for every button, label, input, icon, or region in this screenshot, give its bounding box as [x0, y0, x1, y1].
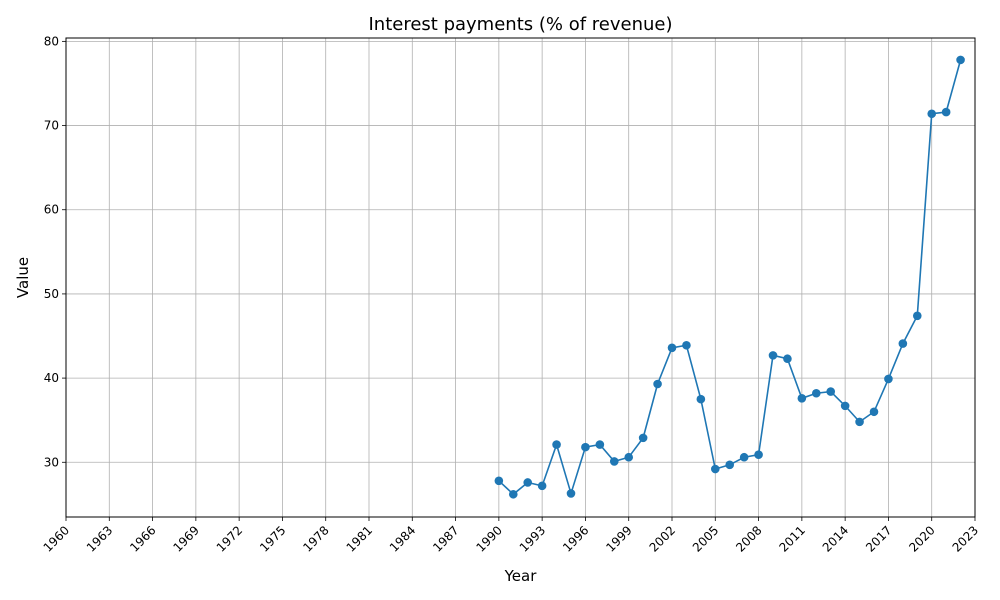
- data-point: [898, 339, 908, 348]
- data-point: [927, 109, 937, 119]
- x-tick-label: 2002: [647, 523, 678, 554]
- data-point: [855, 417, 864, 427]
- x-tick-label: 1975: [257, 523, 288, 554]
- y-axis-ticks: 30 40 50 60 70 80: [44, 34, 66, 469]
- y-tick-label: 70: [44, 119, 59, 133]
- y-axis-label: Value: [14, 257, 32, 298]
- data-point: [797, 394, 807, 403]
- data-point: [912, 311, 922, 321]
- data-point: [941, 107, 951, 117]
- data-point: [682, 340, 691, 350]
- x-tick-label: 1963: [84, 523, 115, 554]
- x-tick-label: 2011: [776, 523, 807, 554]
- x-tick-label: 1993: [517, 523, 548, 554]
- y-tick-label: 60: [44, 203, 59, 217]
- data-point: [710, 464, 720, 474]
- x-axis-ticks: 1960 1963 1966 1969 1972 1975 1978 1981 1984 1987…: [41, 517, 981, 555]
- data-point: [884, 374, 893, 384]
- x-tick-label: 2017: [863, 523, 894, 554]
- data-point: [826, 387, 836, 396]
- y-tick-label: 50: [44, 287, 59, 301]
- data-point: [595, 440, 605, 449]
- x-tick-label: 2023: [950, 523, 981, 554]
- data-point: [537, 481, 547, 491]
- data-point: [508, 489, 518, 499]
- data-point: [552, 440, 561, 449]
- x-tick-label: 1987: [430, 523, 461, 554]
- data-point: [811, 388, 821, 398]
- x-tick-label: 1984: [387, 523, 418, 554]
- x-tick-label: 1969: [170, 523, 201, 554]
- data-point: [725, 460, 735, 470]
- x-tick-label: 2008: [733, 523, 764, 554]
- data-point: [754, 450, 763, 460]
- y-tick-label: 30: [44, 455, 59, 469]
- data-point: [638, 433, 648, 443]
- x-tick-label: 2020: [906, 523, 937, 554]
- x-tick-label: 2014: [820, 523, 851, 554]
- data-point: [609, 457, 619, 466]
- series-line-layer: [498, 59, 962, 497]
- data-point: [768, 351, 778, 360]
- data-point: [783, 354, 792, 364]
- data-point: [696, 394, 706, 404]
- data-point: [624, 452, 634, 462]
- data-point: [956, 55, 965, 65]
- data-point: [566, 489, 576, 498]
- x-tick-label: 1972: [214, 523, 245, 554]
- data-point: [494, 476, 504, 486]
- data-point: [653, 379, 662, 389]
- x-tick-label: 1966: [127, 523, 158, 554]
- data-point: [581, 442, 590, 452]
- y-tick-label: 80: [44, 34, 59, 48]
- data-point: [840, 401, 850, 411]
- data-point: [869, 407, 879, 417]
- x-tick-label: 1999: [603, 523, 634, 554]
- x-tick-label: 1960: [41, 523, 72, 554]
- x-tick-label: 1978: [300, 523, 331, 554]
- grid-lines: [65, 38, 976, 517]
- data-point: [523, 478, 533, 487]
- x-tick-label: 1990: [473, 523, 504, 554]
- x-tick-label: 1981: [344, 523, 375, 554]
- data-point: [667, 343, 677, 353]
- series-markers: [494, 55, 965, 499]
- y-tick-label: 40: [44, 371, 59, 385]
- data-point: [739, 452, 749, 462]
- x-axis-label: Year: [504, 567, 538, 585]
- x-tick-label: 1996: [560, 523, 591, 554]
- series-line: [498, 59, 962, 497]
- x-tick-label: 2005: [690, 523, 721, 554]
- chart-title: Interest payments (% of revenue): [368, 14, 672, 35]
- plot-frame: [65, 37, 976, 518]
